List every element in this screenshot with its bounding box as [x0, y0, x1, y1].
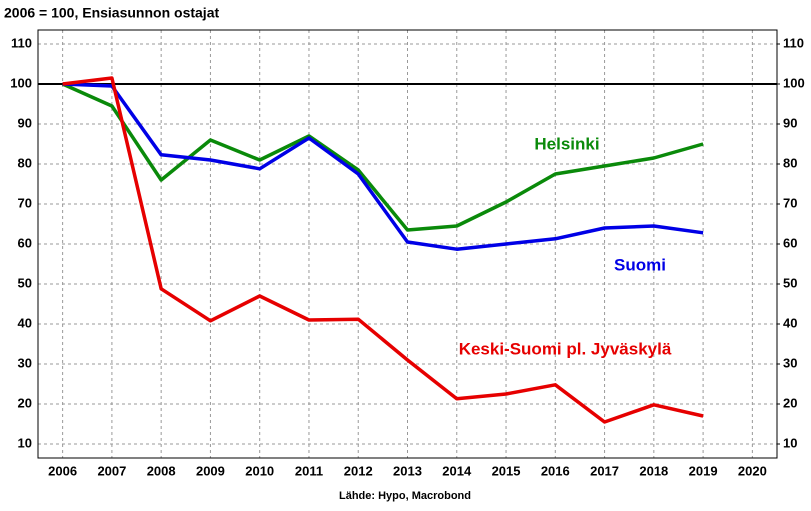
y2-tick-label: 90	[783, 115, 797, 130]
x-tick-label: 2014	[442, 463, 472, 478]
y-tick-label: 70	[18, 195, 32, 210]
y-tick-label: 30	[18, 355, 32, 370]
plot-frame	[37, 29, 778, 459]
y2-tick-label: 20	[783, 395, 797, 410]
x-tick-label: 2008	[147, 463, 176, 478]
x-tick-label: 2019	[689, 463, 718, 478]
y2-tick-label: 100	[783, 75, 805, 90]
x-tick-label: 2006	[48, 463, 77, 478]
x-tick-label: 2010	[245, 463, 274, 478]
series-line	[62, 82, 704, 251]
y-tick-label: 110	[11, 35, 32, 50]
y-tick-label: 50	[18, 275, 32, 290]
series-line	[62, 76, 704, 424]
x-tick-label: 2016	[541, 463, 570, 478]
y2-tick-label: 60	[783, 235, 797, 250]
x-tick-label: 2011	[295, 463, 323, 478]
x-tick-label: 2017	[590, 463, 619, 478]
y-tick-label: 80	[18, 155, 32, 170]
x-tick-label: 2012	[344, 463, 373, 478]
series-label: Keski-Suomi pl. Jyväskylä	[459, 339, 672, 358]
y2-tick-label: 70	[783, 195, 797, 210]
y-tick-label: 60	[18, 235, 32, 250]
y2-tick-label: 30	[783, 355, 797, 370]
y2-tick-label: 40	[783, 315, 797, 330]
x-tick-label: 2007	[97, 463, 126, 478]
y2-tick-label: 50	[783, 275, 797, 290]
y-tick-label: 20	[18, 395, 32, 410]
y-tick-label: 100	[10, 75, 32, 90]
chart-title: 2006 = 100, Ensiasunnon ostajat	[4, 5, 219, 21]
x-tick-label: 2009	[196, 463, 225, 478]
series-line	[61, 82, 704, 232]
x-tick-label: 2015	[492, 463, 521, 478]
series-label: Helsinki	[534, 134, 599, 153]
y2-tick-label: 110	[783, 35, 804, 50]
y2-tick-label: 80	[783, 155, 797, 170]
y-tick-label: 40	[18, 315, 32, 330]
x-tick-label: 2020	[738, 463, 767, 478]
y-tick-label: 90	[18, 115, 32, 130]
source: Lähde: Hypo, Macrobond	[339, 490, 471, 502]
x-tick-label: 2013	[393, 463, 422, 478]
y2-tick-label: 10	[783, 435, 797, 450]
series-label: Suomi	[614, 255, 666, 274]
x-tick-label: 2018	[639, 463, 668, 478]
y-tick-label: 10	[18, 435, 32, 450]
